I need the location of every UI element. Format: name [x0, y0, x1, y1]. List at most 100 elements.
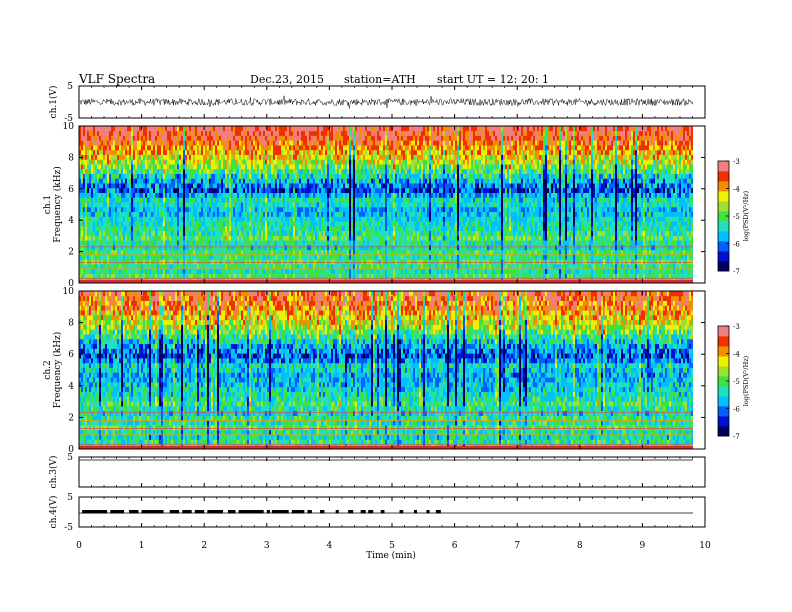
colorbar-swatch	[718, 216, 729, 219]
colorbar-swatch	[718, 398, 729, 402]
colorbar-swatch	[718, 338, 729, 342]
y-tick-label: 6	[68, 185, 74, 195]
colorbar-swatch	[718, 258, 729, 262]
colorbar-swatch	[718, 238, 729, 242]
colorbar-swatch	[718, 196, 729, 199]
x-tick-label: 7	[514, 541, 520, 551]
colorbar-swatch	[718, 173, 729, 177]
colorbar-swatch	[718, 353, 729, 357]
colorbar-swatch	[718, 208, 729, 212]
colorbar-swatch	[718, 168, 729, 172]
y-tick-label: 5	[67, 82, 73, 92]
colorbar-swatch	[718, 163, 729, 167]
colorbar-swatch	[718, 386, 729, 389]
start-time-label: start UT = 12: 20: 1	[437, 73, 550, 86]
y-axis-label: Frequency (kHz)	[52, 166, 63, 243]
y-tick-label: 8	[68, 153, 74, 163]
date-label: Dec.23, 2015	[250, 73, 324, 86]
colorbar-tick-label: -6	[733, 241, 740, 249]
colorbar-swatch	[718, 161, 729, 164]
colorbar-swatch	[718, 418, 729, 422]
low-frequency-band	[79, 446, 693, 449]
colorbar-swatch	[718, 191, 729, 194]
colorbar-tick-label: -4	[733, 351, 740, 359]
y-tick-label: 0	[68, 279, 74, 289]
y-tick-label: 6	[68, 350, 74, 360]
colorbar-swatch	[718, 371, 729, 374]
x-tick-label: 0	[76, 541, 82, 551]
colorbar-swatch	[718, 336, 729, 339]
colorbar-swatch	[718, 376, 729, 379]
colorbar-swatch	[718, 201, 729, 204]
x-tick-label: 8	[577, 541, 583, 551]
colorbar-swatch	[718, 213, 729, 217]
colorbar-swatch	[718, 263, 729, 267]
x-tick-label: 10	[699, 541, 711, 551]
colorbar-swatch	[718, 253, 729, 257]
colorbar-swatch	[718, 361, 729, 364]
colorbar-swatch	[718, 358, 729, 362]
colorbar-tick-label: -5	[733, 213, 740, 221]
ch4-pulse	[266, 510, 270, 514]
ch4-pulse	[238, 510, 264, 514]
ch4-pulse	[141, 510, 164, 514]
colorbar-swatch	[718, 166, 729, 169]
colorbar-swatch	[718, 348, 729, 352]
ch4-pulse	[399, 510, 404, 514]
colorbar-swatch	[718, 181, 729, 184]
colorbar-swatch	[718, 223, 729, 227]
colorbar-tick-label: -3	[733, 323, 740, 331]
y-tick-label: 5	[67, 493, 73, 503]
y-axis-label: ch.4(V)	[48, 496, 59, 529]
x-tick-label: 5	[389, 541, 395, 551]
colorbar-swatch	[718, 381, 729, 384]
colorbar-swatch	[718, 198, 729, 202]
colorbar-swatch	[718, 183, 729, 187]
y-axis-label: ch.1(V)	[48, 86, 59, 119]
ch4-pulse	[368, 510, 374, 514]
ch4-pulse	[348, 510, 354, 514]
colorbar-swatch	[718, 331, 729, 334]
colorbar-swatch	[718, 433, 729, 437]
y-axis-label: ch.2	[43, 360, 53, 379]
colorbar-tick-label: -5	[733, 378, 740, 386]
ch4-pulse	[413, 510, 418, 514]
colorbar-swatch	[718, 243, 729, 247]
y-axis-label: Frequency (kHz)	[52, 332, 63, 409]
colorbar-swatch	[718, 326, 729, 329]
colorbar-swatch	[718, 233, 729, 237]
ch4-pulse	[182, 510, 192, 514]
colorbar-swatch	[718, 226, 729, 229]
colorbar-swatch	[718, 343, 729, 347]
y-tick-label: 4	[68, 382, 74, 392]
ch4-pulse	[380, 510, 385, 514]
y-tick-label: -5	[64, 523, 73, 533]
colorbar-label: log(PSD(V²/Hz)	[742, 190, 750, 241]
colorbar-swatch	[718, 188, 729, 192]
colorbar-swatch	[718, 221, 729, 224]
colorbar-swatch	[718, 228, 729, 232]
colorbar-swatch	[718, 236, 729, 239]
colorbar-swatch	[718, 383, 729, 387]
x-tick-label: 1	[139, 541, 145, 551]
colorbar-tick-label: -3	[733, 158, 740, 166]
colorbar-swatch	[718, 356, 729, 359]
y-tick-label: 10	[63, 287, 75, 297]
colorbar-label: log(PSD(V²/Hz)	[742, 355, 750, 406]
ch4-pulse	[426, 510, 430, 514]
colorbar-swatch	[718, 411, 729, 414]
ch3-waveform-frame	[78, 456, 706, 488]
y-tick-label: -5	[64, 114, 73, 124]
colorbar-swatch	[718, 266, 729, 269]
colorbar-swatch	[718, 328, 729, 332]
x-axis-label: Time (min)	[366, 550, 416, 561]
ch4-pulse	[435, 510, 441, 514]
ch4-pulse	[110, 510, 125, 514]
colorbar-swatch	[718, 428, 729, 432]
colorbar-swatch	[718, 186, 729, 189]
colorbar-swatch	[718, 396, 729, 399]
colorbar-swatch	[718, 333, 729, 337]
colorbar-swatch	[718, 391, 729, 394]
colorbar-swatch	[718, 268, 729, 272]
